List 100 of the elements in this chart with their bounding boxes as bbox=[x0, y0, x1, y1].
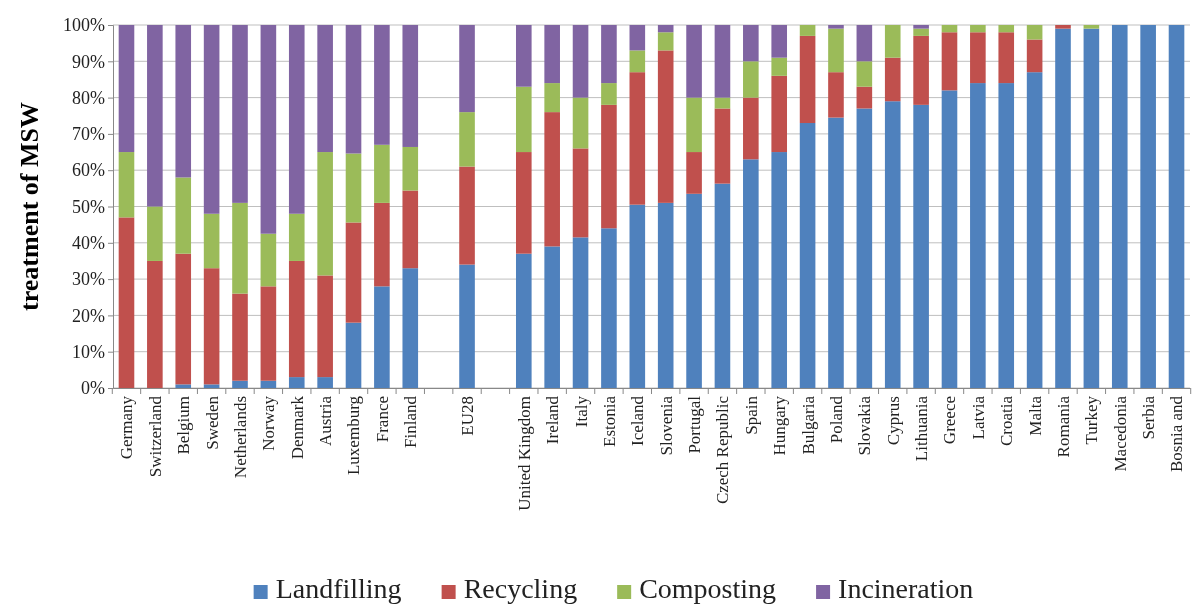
bar bbox=[970, 25, 986, 33]
bar bbox=[771, 75, 788, 153]
bar bbox=[1083, 25, 1100, 29]
bar bbox=[913, 28, 929, 36]
x-tick-label: Macedonia bbox=[1110, 395, 1130, 472]
bar bbox=[1026, 72, 1043, 388]
x-tick-label: Ireland bbox=[543, 395, 563, 445]
bar bbox=[941, 90, 958, 388]
bar bbox=[1055, 25, 1071, 29]
bar bbox=[629, 25, 646, 51]
x-tick-label: Netherlands bbox=[230, 396, 250, 479]
bar bbox=[345, 25, 362, 154]
bar bbox=[856, 108, 873, 388]
x-tick-label: Luxemburg bbox=[344, 395, 364, 476]
bar bbox=[686, 97, 702, 153]
bar bbox=[402, 146, 419, 191]
bar bbox=[544, 83, 560, 113]
bar bbox=[203, 25, 220, 214]
bar bbox=[288, 377, 305, 388]
x-tick-label: Czech Republic bbox=[713, 395, 733, 505]
bar bbox=[232, 25, 248, 203]
bar bbox=[147, 25, 163, 207]
bar bbox=[856, 86, 873, 109]
bar bbox=[884, 101, 901, 388]
bar bbox=[714, 108, 731, 184]
bar bbox=[288, 25, 305, 214]
bar bbox=[260, 233, 277, 287]
bar bbox=[515, 25, 532, 87]
bar bbox=[771, 57, 788, 76]
bar bbox=[288, 213, 305, 261]
bar bbox=[147, 206, 163, 261]
bar bbox=[544, 112, 560, 247]
x-tick-label: EU28 bbox=[457, 396, 477, 436]
bar bbox=[913, 25, 929, 29]
bar bbox=[544, 25, 560, 84]
x-tick-label: Italy bbox=[571, 395, 591, 428]
bar bbox=[459, 166, 475, 265]
bar bbox=[232, 380, 248, 388]
y-tick-label: 30% bbox=[72, 269, 105, 290]
x-tick-label: Greece bbox=[940, 396, 960, 445]
bar bbox=[345, 153, 362, 223]
bar bbox=[743, 159, 759, 388]
bar bbox=[884, 57, 901, 102]
bar bbox=[601, 104, 617, 229]
bar bbox=[459, 112, 475, 167]
bar bbox=[1111, 25, 1128, 388]
bar bbox=[232, 202, 248, 294]
bar bbox=[657, 202, 674, 388]
legend-label: Landfilling bbox=[275, 573, 402, 604]
bar bbox=[147, 260, 163, 388]
x-tick-label: Germany bbox=[117, 395, 137, 460]
y-tick-label: 10% bbox=[72, 341, 105, 362]
bar bbox=[544, 246, 560, 388]
bar bbox=[402, 268, 419, 388]
bar bbox=[118, 217, 135, 388]
bar bbox=[402, 25, 419, 147]
x-tick-label: Switzerland bbox=[145, 395, 165, 478]
bar bbox=[317, 25, 333, 153]
bar bbox=[828, 28, 844, 73]
x-tick-label: Latvia bbox=[968, 395, 988, 440]
bar bbox=[941, 32, 958, 91]
bar bbox=[572, 97, 589, 149]
bar bbox=[743, 61, 759, 98]
bar bbox=[317, 275, 333, 378]
bar bbox=[515, 86, 532, 153]
bar bbox=[657, 50, 674, 203]
bar bbox=[913, 35, 929, 105]
x-tick-label: Romania bbox=[1053, 395, 1073, 458]
bar bbox=[657, 32, 674, 51]
x-tick-label: Poland bbox=[826, 395, 846, 444]
bar bbox=[260, 25, 277, 234]
bar bbox=[374, 286, 390, 388]
x-tick-label: Iceland bbox=[628, 395, 648, 447]
bar bbox=[771, 25, 788, 58]
x-tick-label: Serbia bbox=[1139, 395, 1159, 440]
x-tick-label: Bosnia and bbox=[1167, 395, 1187, 473]
legend-label: Composting bbox=[639, 573, 777, 604]
y-tick-label: 0% bbox=[81, 378, 105, 399]
bar bbox=[515, 152, 532, 254]
bar bbox=[572, 148, 589, 238]
x-tick-label: Norway bbox=[259, 395, 279, 451]
bar bbox=[799, 123, 816, 388]
legend-label: Recycling bbox=[463, 573, 578, 604]
bar bbox=[714, 25, 731, 98]
bar bbox=[884, 25, 901, 58]
bar bbox=[175, 253, 192, 385]
bar bbox=[175, 384, 192, 388]
bar bbox=[601, 25, 617, 84]
x-tick-label: Croatia bbox=[997, 395, 1017, 447]
bar bbox=[743, 25, 759, 62]
y-tick-label: 70% bbox=[72, 124, 105, 145]
bar bbox=[515, 253, 532, 388]
bar bbox=[856, 61, 873, 87]
bar bbox=[459, 264, 475, 388]
bar bbox=[799, 35, 816, 124]
bar bbox=[799, 25, 816, 36]
x-tick-label: Denmark bbox=[287, 395, 307, 460]
bar bbox=[1168, 25, 1185, 388]
bar bbox=[317, 377, 333, 388]
bar bbox=[260, 286, 277, 381]
